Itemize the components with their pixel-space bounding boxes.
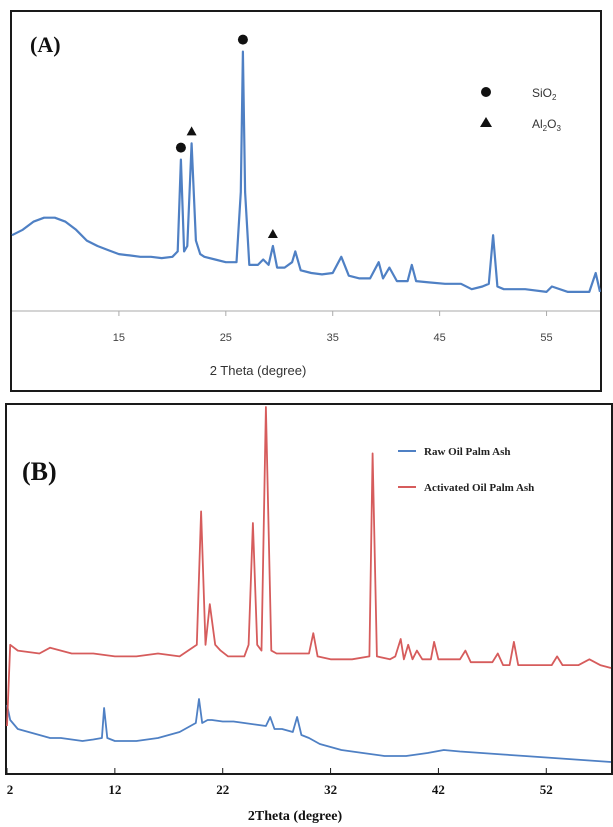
panel-a-x-ticks: 15 25 35 45 55 — [113, 311, 553, 344]
panel-b-activated-series-line — [6, 406, 612, 727]
panel-b-frame — [5, 403, 613, 775]
panel-a-peak-markers — [175, 34, 278, 238]
x-tick-label: 55 — [540, 332, 552, 344]
panel-b: (B) 2 12 22 32 42 52 2Theta (degree) Raw Oil … — [5, 403, 613, 824]
panel-a-legend: SiO2 Al2O3 — [480, 86, 561, 133]
x-tick-label: 35 — [327, 332, 339, 344]
x-tick-label: 42 — [432, 782, 445, 797]
al2o3-peak-marker — [267, 229, 278, 238]
panel-a-series-line — [11, 50, 602, 293]
panel-b-legend: Raw Oil Palm Ash Activated Oil Palm Ash — [398, 446, 534, 494]
panel-a-frame — [10, 10, 602, 392]
al2o3-peak-marker — [186, 126, 197, 136]
x-tick-label: 25 — [220, 332, 232, 344]
x-tick-label: 15 — [113, 332, 125, 344]
x-tick-label: 52 — [540, 782, 553, 797]
panel-b-label: (B) — [22, 457, 57, 486]
panel-a-label: (A) — [30, 32, 61, 57]
panel-a-x-axis-label: 2 Theta (degree) — [210, 363, 307, 378]
panel-a: (A) 15 25 35 45 55 2 Theta (degree) SiO2 Al2… — [10, 10, 602, 392]
panel-b-raw-series-line — [6, 698, 612, 763]
legend-raw-label: Raw Oil Palm Ash — [424, 446, 510, 458]
x-tick-label: 12 — [108, 782, 121, 797]
x-tick-label: 2 — [7, 782, 14, 797]
legend-activated-label: Activated Oil Palm Ash — [424, 482, 534, 494]
legend-al2o3-label: Al2O3 — [532, 117, 561, 133]
x-tick-label: 45 — [434, 332, 446, 344]
sio2-peak-marker — [175, 142, 186, 153]
legend-sio2-label: SiO2 — [532, 86, 557, 102]
sio2-peak-marker — [237, 34, 248, 45]
legend-circle-marker — [481, 87, 491, 97]
x-tick-label: 32 — [324, 782, 337, 797]
panel-b-x-ticks: 2 12 22 32 42 52 — [6, 768, 553, 797]
x-tick-label: 22 — [216, 782, 229, 797]
panel-b-x-axis-label: 2Theta (degree) — [248, 809, 343, 824]
legend-triangle-marker — [480, 117, 492, 127]
